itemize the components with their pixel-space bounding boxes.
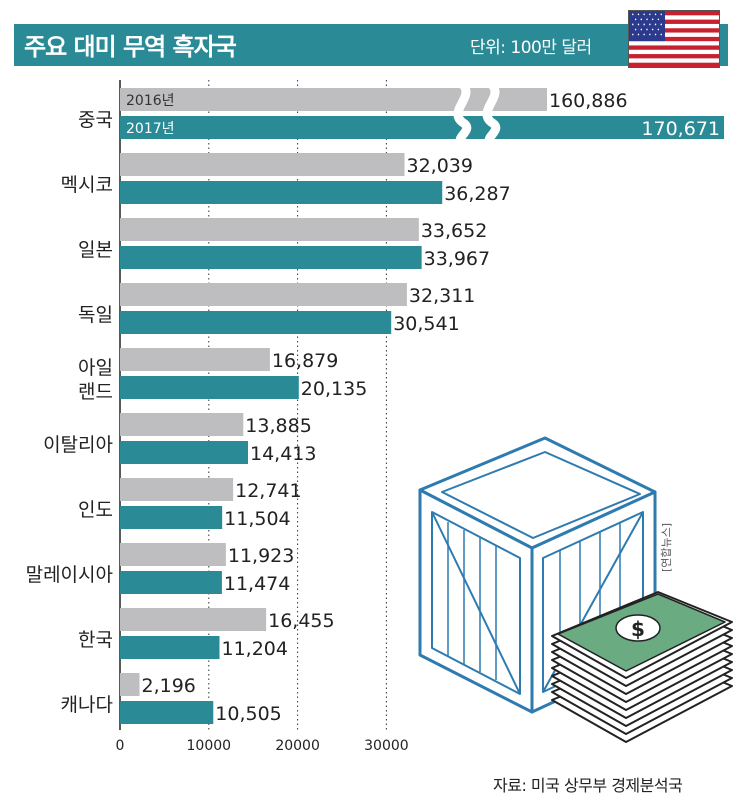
value-label: 33,967 [424,248,490,270]
value-label: 11,923 [228,545,294,567]
category-label: 아일 [78,357,113,379]
value-label: 14,413 [250,443,316,465]
chart-title: 주요 대미 무역 흑자국 [24,33,237,61]
value-label: 16,879 [272,350,338,372]
bar-2016 [120,348,270,371]
x-tick-label: 10000 [187,738,232,754]
legend-label: 2016년 [126,93,175,109]
bar-2016 [120,413,244,436]
unit-label: 단위: 100만 달러 [470,38,592,58]
bar-2017 [120,636,220,659]
category-label: 캐나다 [61,694,113,716]
value-label: 11,504 [224,508,290,530]
axis-break-mark [453,80,472,147]
value-label: 32,311 [409,285,475,307]
axis-break-mark [482,80,501,147]
bar-2016 [120,543,226,566]
value-label: 170,671 [641,118,720,140]
category-label: 한국 [78,629,113,651]
x-tick-label: 0 [116,738,125,754]
category-label: 인도 [78,499,113,521]
category-label-line2: 랜드 [78,381,113,403]
legend-label: 2017년 [126,121,175,137]
bar-2017 [120,701,214,724]
source-note: 자료: 미국 상무부 경제분석국 [493,776,683,795]
value-label: 13,885 [245,415,311,437]
value-label: 160,886 [549,90,628,112]
value-label: 12,741 [235,480,301,502]
value-label: 11,474 [224,573,290,595]
bar-2017 [120,506,223,529]
title-banner [14,24,728,66]
value-label: 11,204 [221,638,287,660]
bar-2017 [120,181,443,204]
us-flag-icon [628,10,720,68]
bar-2016 [120,153,405,176]
x-tick-label: 30000 [364,738,409,754]
category-label: 멕시코 [61,174,113,196]
category-label: 독일 [78,304,113,326]
watermark: [연합뉴스] [660,523,673,572]
bar-2016 [120,218,419,241]
value-label: 2,196 [142,675,196,697]
value-label: 16,455 [268,610,334,632]
value-label: 10,505 [215,703,281,725]
bar-2016 [120,478,234,501]
category-label: 중국 [78,109,113,131]
bar-2016 [120,673,140,696]
value-label: 30,541 [393,313,459,335]
bar-2017 [120,116,724,139]
bar-2017 [120,246,422,269]
bar-2017 [120,376,299,399]
svg-text:$: $ [631,617,645,641]
bar-2017 [120,311,392,334]
value-label: 36,287 [444,183,510,205]
bar-2016 [120,608,267,631]
x-tick-label: 20000 [275,738,320,754]
value-label: 20,135 [301,378,367,400]
bar-2017 [120,571,222,594]
value-label: 32,039 [407,155,473,177]
money-stack-icon: $ [551,591,733,743]
value-label: 33,652 [421,220,487,242]
bar-2016 [120,88,547,111]
category-label: 일본 [78,239,113,261]
bar-2017 [120,441,248,464]
category-label: 말레이시아 [26,564,113,586]
category-label: 이탈리아 [43,434,113,456]
bar-2016 [120,283,407,306]
